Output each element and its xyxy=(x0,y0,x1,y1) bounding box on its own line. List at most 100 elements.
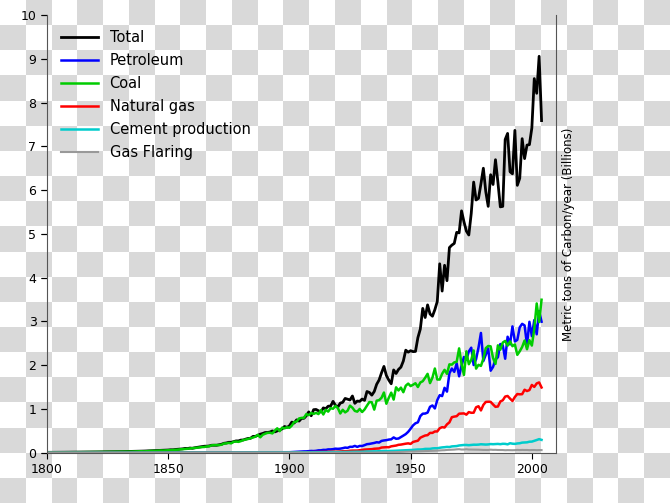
Bar xyxy=(155,151,180,176)
Bar xyxy=(25,176,52,201)
Bar xyxy=(52,428,77,453)
Bar xyxy=(387,101,412,126)
Bar xyxy=(541,151,567,176)
Bar xyxy=(206,352,232,377)
Bar xyxy=(360,176,387,201)
Bar xyxy=(438,75,464,101)
Bar xyxy=(180,428,206,453)
Bar xyxy=(129,352,155,377)
Gas Flaring xyxy=(455,446,463,452)
Bar xyxy=(310,352,335,377)
Bar xyxy=(541,428,567,453)
Bar xyxy=(567,201,593,226)
Bar xyxy=(541,126,567,151)
Bar xyxy=(52,252,77,277)
Bar xyxy=(0,126,25,151)
Total xyxy=(106,449,114,455)
Bar xyxy=(52,277,77,302)
Bar xyxy=(103,377,129,402)
Bar xyxy=(283,352,310,377)
Bar xyxy=(155,402,180,428)
Bar xyxy=(412,151,438,176)
Bar xyxy=(77,151,103,176)
Bar xyxy=(412,302,438,327)
Bar xyxy=(541,478,567,503)
Bar xyxy=(0,402,25,428)
Bar xyxy=(541,201,567,226)
Bar xyxy=(387,302,412,327)
Bar xyxy=(103,428,129,453)
Bar xyxy=(77,25,103,50)
Bar xyxy=(645,277,670,302)
Bar xyxy=(25,352,52,377)
Bar xyxy=(310,0,335,25)
Bar xyxy=(645,25,670,50)
Bar xyxy=(0,226,25,252)
Bar xyxy=(387,402,412,428)
Bar xyxy=(515,478,541,503)
Bar xyxy=(103,25,129,50)
Bar xyxy=(232,402,258,428)
Bar xyxy=(490,277,515,302)
Bar xyxy=(232,25,258,50)
Bar xyxy=(129,453,155,478)
Bar xyxy=(103,478,129,503)
Bar xyxy=(515,151,541,176)
Bar xyxy=(593,377,618,402)
Petroleum xyxy=(43,450,51,456)
Bar xyxy=(360,377,387,402)
Bar xyxy=(103,176,129,201)
Bar xyxy=(438,126,464,151)
Bar xyxy=(412,50,438,75)
Bar xyxy=(77,50,103,75)
Bar xyxy=(155,126,180,151)
Bar xyxy=(593,176,618,201)
Bar xyxy=(412,377,438,402)
Bar xyxy=(490,453,515,478)
Bar xyxy=(645,75,670,101)
Bar xyxy=(52,126,77,151)
Bar xyxy=(258,352,283,377)
Line: Gas Flaring: Gas Flaring xyxy=(47,449,541,453)
Bar xyxy=(232,252,258,277)
Bar xyxy=(412,176,438,201)
Bar xyxy=(515,327,541,352)
Bar xyxy=(335,50,360,75)
Bar xyxy=(360,327,387,352)
Bar xyxy=(438,101,464,126)
Bar xyxy=(618,402,645,428)
Bar xyxy=(438,151,464,176)
Bar xyxy=(283,126,310,151)
Bar xyxy=(645,252,670,277)
Bar xyxy=(25,75,52,101)
Bar xyxy=(0,25,25,50)
Bar xyxy=(412,277,438,302)
Bar xyxy=(77,101,103,126)
Bar xyxy=(490,126,515,151)
Bar xyxy=(52,176,77,201)
Bar xyxy=(387,226,412,252)
Bar xyxy=(335,453,360,478)
Bar xyxy=(567,277,593,302)
Bar xyxy=(645,377,670,402)
Bar xyxy=(464,0,490,25)
Bar xyxy=(0,176,25,201)
Bar xyxy=(129,201,155,226)
Bar xyxy=(335,327,360,352)
Bar xyxy=(464,126,490,151)
Bar xyxy=(155,201,180,226)
Bar xyxy=(567,478,593,503)
Bar xyxy=(567,302,593,327)
Bar xyxy=(618,0,645,25)
Bar xyxy=(129,252,155,277)
Bar xyxy=(77,75,103,101)
Total xyxy=(535,53,543,59)
Bar xyxy=(77,277,103,302)
Cement production xyxy=(494,441,502,447)
Bar xyxy=(541,277,567,302)
Bar xyxy=(335,226,360,252)
Bar xyxy=(0,50,25,75)
Bar xyxy=(0,352,25,377)
Bar xyxy=(310,428,335,453)
Bar xyxy=(335,101,360,126)
